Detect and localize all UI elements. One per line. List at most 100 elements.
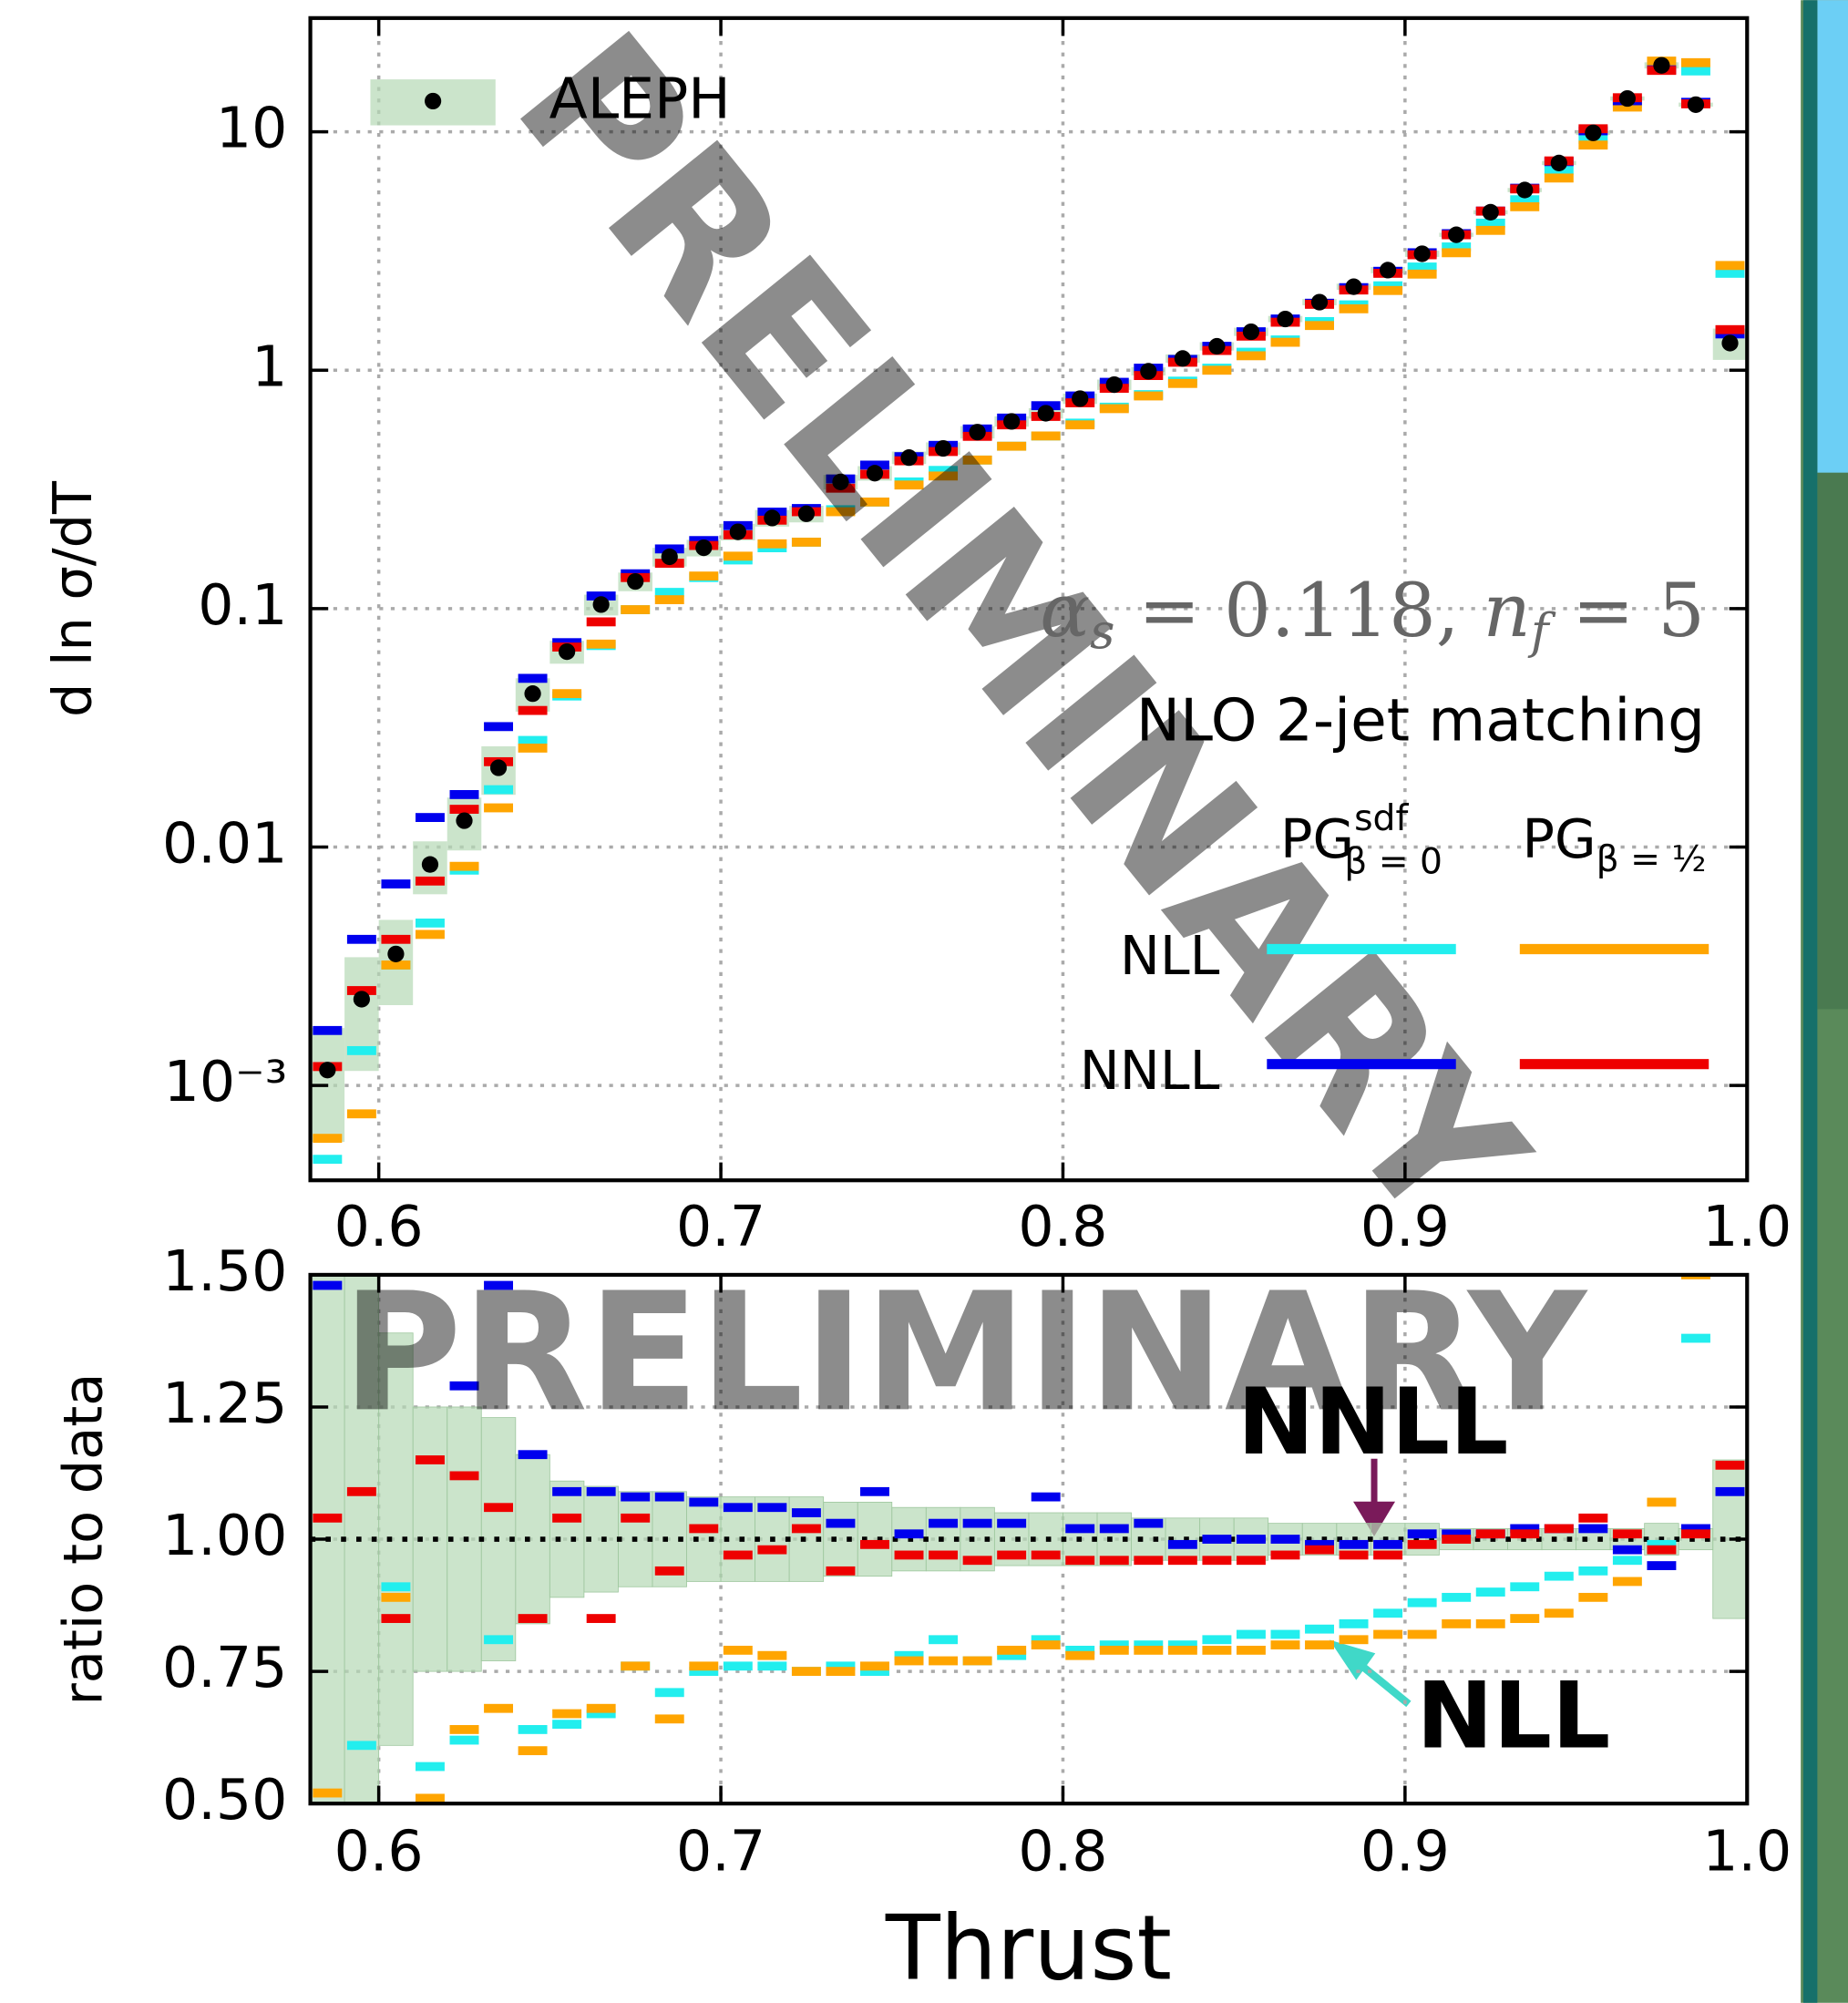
bin-marker [1167, 378, 1197, 388]
bin-marker [997, 1550, 1027, 1560]
data-point [1345, 278, 1362, 295]
bin-marker [484, 1703, 514, 1713]
bin-marker [1612, 1545, 1642, 1555]
bin-marker [1099, 1524, 1129, 1534]
bin-marker [313, 1788, 343, 1798]
data-point [1448, 226, 1465, 243]
bin-marker [1475, 1587, 1505, 1597]
bin-marker [1442, 242, 1472, 252]
annotation-part: s [1090, 603, 1114, 660]
bin-marker [654, 1688, 684, 1698]
bin-marker [552, 689, 582, 699]
data-point [592, 596, 610, 613]
x-axis-label: Thrust [885, 1896, 1172, 2000]
bin-marker [962, 455, 992, 465]
bin-marker [1099, 1556, 1129, 1566]
data-point [866, 465, 884, 482]
data-point [764, 509, 781, 527]
bin-marker [1202, 1556, 1232, 1566]
x-tick-label: 0.8 [1018, 1194, 1107, 1259]
bin-marker [415, 930, 445, 940]
bin-marker [757, 1650, 787, 1660]
bin-marker [1715, 261, 1745, 271]
bin-marker [1270, 1550, 1300, 1560]
bin-marker [1475, 218, 1505, 228]
y-tick-label: 1.50 [162, 1238, 287, 1304]
bin-marker [346, 1045, 376, 1055]
bin-marker [1578, 1592, 1608, 1602]
bin-marker [1612, 1577, 1642, 1587]
bin-marker [1510, 1529, 1540, 1539]
bin-marker [860, 1486, 889, 1496]
bin-marker [586, 591, 616, 601]
y-tick-label: 0.75 [162, 1635, 287, 1700]
bin-marker [1475, 1618, 1505, 1628]
bin-marker [586, 617, 616, 627]
bin-marker [415, 918, 445, 928]
bin-marker [1715, 269, 1745, 278]
bin-marker [1031, 1640, 1061, 1649]
annotation: NLO 2-jet matching [1136, 686, 1705, 755]
data-point [627, 572, 644, 591]
axes-frame [308, 1272, 1750, 1806]
bin-marker [1236, 351, 1266, 361]
bin-marker [518, 1614, 548, 1623]
bin-marker [757, 1661, 787, 1671]
data-point [1072, 390, 1089, 407]
data-point [1585, 124, 1602, 141]
y-tick-label: 10 [216, 96, 287, 161]
bin-marker [1134, 1518, 1164, 1528]
bin-marker [518, 705, 548, 715]
bin-marker [997, 1650, 1027, 1660]
bin-marker [723, 1661, 753, 1671]
y-tick-label: 0.50 [162, 1767, 287, 1833]
bin-marker [1578, 1513, 1608, 1523]
bin-marker [346, 1741, 376, 1751]
data-point [524, 685, 541, 703]
bin-marker [1134, 1556, 1164, 1566]
bin-marker [654, 595, 684, 604]
bin-marker [484, 1280, 514, 1290]
bin-marker [586, 1703, 616, 1713]
data-point [319, 1062, 336, 1079]
bin-marker [346, 934, 376, 944]
bin-marker [1065, 1650, 1095, 1660]
bin-marker [1510, 201, 1540, 211]
axes-frame [308, 15, 1750, 1183]
bin-marker [1510, 1614, 1540, 1623]
x-tick-label: 0.6 [334, 1194, 424, 1259]
bin-marker [929, 1635, 959, 1645]
bin-marker [1715, 1460, 1745, 1470]
bin-marker [449, 790, 479, 799]
bin-marker [313, 1155, 343, 1165]
bin-marker [621, 1661, 651, 1671]
data-point [1653, 56, 1670, 74]
data-point [661, 548, 678, 566]
bin-marker [929, 1518, 959, 1528]
bin-marker [962, 1518, 992, 1528]
bin-marker [860, 497, 889, 507]
y-tick-label: 1.25 [162, 1371, 287, 1436]
data-point [1277, 310, 1294, 328]
bin-marker [415, 813, 445, 822]
bin-marker [1202, 1535, 1232, 1544]
bin-marker [894, 1656, 924, 1666]
bin-marker [654, 1566, 684, 1576]
bin-marker [313, 1280, 343, 1290]
bin-marker [1442, 248, 1472, 258]
bin-marker [586, 1709, 616, 1719]
data-point [1242, 323, 1260, 341]
bin-marker [689, 571, 719, 581]
bin-marker [894, 1529, 924, 1539]
annotation: αs = 0.118, nf = 5 [1040, 569, 1705, 660]
error-band [823, 1502, 858, 1577]
bin-marker [552, 1486, 582, 1496]
bin-marker [518, 1746, 548, 1756]
bin-marker [1305, 321, 1334, 331]
legend-row-label: NLL [1120, 924, 1220, 987]
bin-marker [1373, 1539, 1403, 1549]
bin-marker [1544, 1571, 1574, 1581]
bin-marker [1681, 66, 1710, 76]
bin-marker [826, 1667, 856, 1677]
bin-marker [894, 1650, 924, 1660]
